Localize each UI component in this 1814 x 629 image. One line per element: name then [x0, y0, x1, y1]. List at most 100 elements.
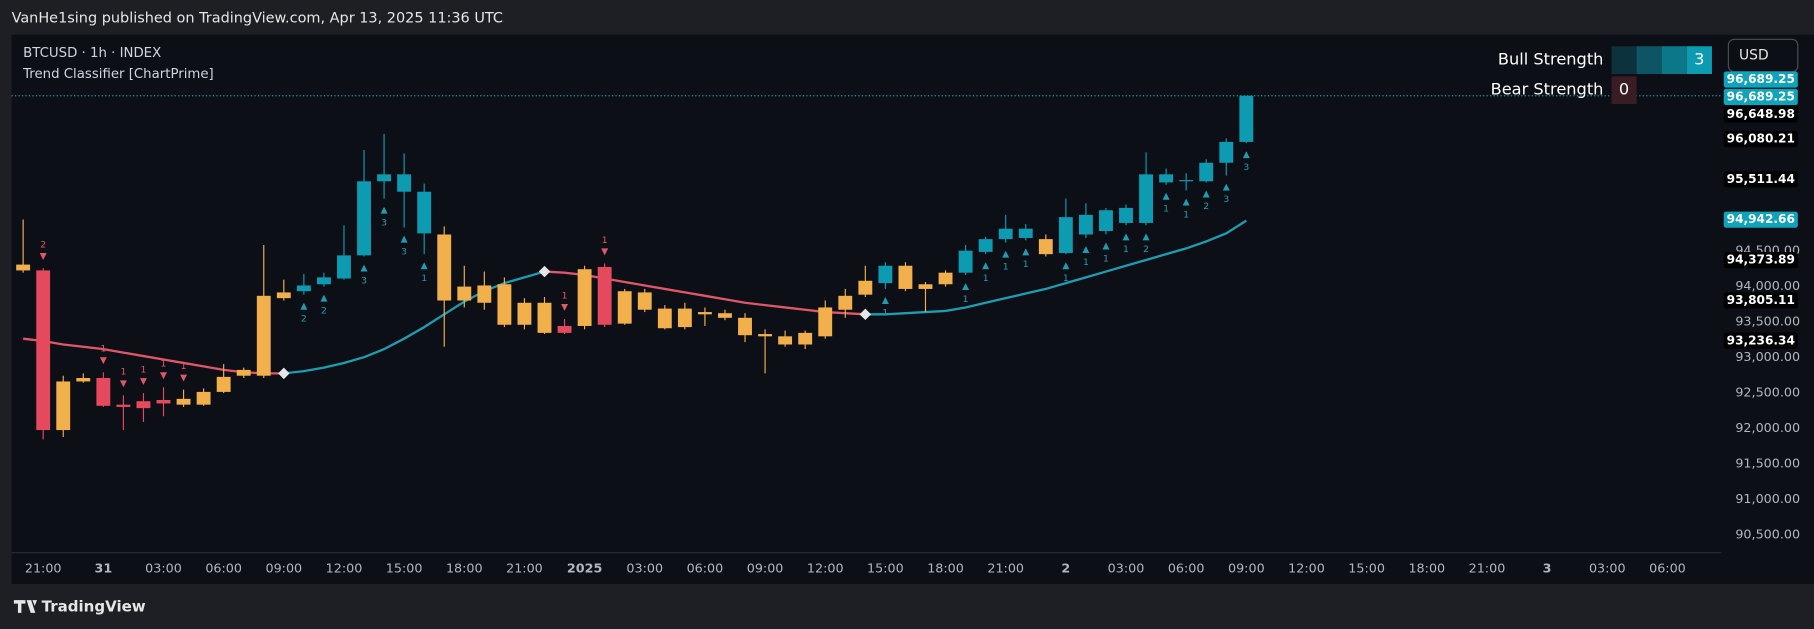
- candle-body: [256, 295, 271, 376]
- signal-count: 1: [120, 367, 126, 378]
- candle-body: [918, 284, 933, 289]
- chart-title: BTCUSD · 1h · INDEX: [23, 46, 161, 61]
- x-tick-label: 12:00: [1288, 560, 1325, 575]
- candle-body: [1159, 174, 1174, 183]
- candle-body: [316, 277, 331, 285]
- currency-label[interactable]: USD: [1739, 48, 1769, 64]
- x-tick-label: 18:00: [927, 560, 964, 575]
- indicator-name: Trend Classifier [ChartPrime]: [22, 67, 214, 82]
- candle-body: [738, 317, 752, 336]
- candle-body: [798, 332, 813, 345]
- price-tag: [1723, 88, 1798, 106]
- candle-body: [1038, 239, 1053, 255]
- candle-body: [657, 308, 672, 329]
- signal-count: 2: [40, 239, 46, 250]
- signal-arrow: [1202, 190, 1210, 198]
- signal-arrow: [962, 283, 970, 291]
- signal-arrow: [119, 380, 127, 388]
- candle-body: [497, 284, 512, 325]
- signal-arrow: [1222, 183, 1230, 191]
- signal-arrow: [99, 357, 107, 365]
- strength-value: 0: [1619, 80, 1629, 99]
- candle-body: [1179, 180, 1194, 182]
- candle-body: [417, 191, 432, 234]
- signal-count: 1: [983, 273, 989, 284]
- candle-body: [477, 285, 492, 303]
- x-tick-label: 21:00: [506, 560, 543, 575]
- price-tag-label: 95,511.44: [1727, 172, 1795, 186]
- signal-count: 1: [963, 294, 969, 305]
- candle-body: [818, 307, 833, 337]
- x-tick-label: 3: [1543, 560, 1552, 575]
- candle-body: [1119, 207, 1133, 223]
- price-tag: [1723, 130, 1798, 148]
- signal-arrow: [1002, 250, 1010, 258]
- candle-body: [236, 369, 251, 376]
- candle-body: [377, 174, 392, 182]
- signal-count: 2: [1203, 201, 1209, 212]
- signal-arrow: [1062, 262, 1070, 270]
- strength-cell: [1636, 46, 1662, 74]
- signal-arrow: [180, 374, 188, 382]
- price-tag-label: 93,236.34: [1727, 333, 1795, 347]
- price-tag: [1723, 71, 1798, 88]
- signal-arrow: [561, 303, 569, 311]
- candle-body: [1239, 95, 1254, 142]
- candle-body: [998, 228, 1013, 240]
- tradingview-logo: [13, 600, 38, 613]
- signal-count: 1: [1083, 257, 1089, 268]
- candle-body: [537, 302, 552, 333]
- strength-label: Bull Strength: [1498, 50, 1604, 69]
- price-axis: [1721, 34, 1814, 584]
- signal-arrow: [360, 264, 368, 272]
- candle-body: [898, 265, 913, 289]
- candle-body: [16, 264, 31, 271]
- signal-count: 1: [602, 235, 608, 246]
- candle-body: [758, 334, 773, 337]
- candle-body: [1199, 162, 1214, 182]
- signal-arrow: [420, 262, 428, 270]
- candle-body: [597, 266, 612, 325]
- signal-count: 3: [401, 246, 407, 257]
- signal-count: 1: [421, 273, 427, 284]
- candle-body: [517, 302, 532, 325]
- price-tag-label: 96,689.25: [1727, 89, 1795, 103]
- price-tag-label: 96,648.98: [1727, 107, 1795, 121]
- signal-count: 1: [1103, 253, 1109, 264]
- x-tick-label: 06:00: [687, 560, 724, 575]
- candle-body: [96, 377, 111, 406]
- signal-count: 2: [321, 305, 327, 316]
- signal-arrow: [881, 297, 889, 304]
- price-tag: [1723, 292, 1798, 309]
- price-tag: [1723, 211, 1798, 228]
- candle-body: [36, 270, 51, 431]
- candle-body: [838, 295, 853, 310]
- signal-arrow: [1182, 198, 1190, 206]
- price-tag-label: 93,805.11: [1727, 293, 1795, 307]
- strength-cell: [1686, 46, 1712, 74]
- y-tick-label: 93,000.00: [1735, 349, 1800, 364]
- signal-count: 2: [1143, 244, 1149, 255]
- candle-body: [397, 174, 412, 192]
- candle-body: [296, 285, 311, 292]
- x-tick-label: 09:00: [265, 560, 302, 575]
- signal-arrow: [39, 253, 47, 260]
- candle-body: [156, 399, 171, 404]
- candle-body: [938, 272, 953, 285]
- x-tick-label: 15:00: [867, 560, 904, 575]
- signal-arrow: [601, 248, 609, 256]
- signal-arrow: [139, 378, 147, 386]
- y-tick-label: 93,500.00: [1735, 314, 1800, 329]
- signal-arrow: [160, 372, 167, 380]
- signal-count: 1: [100, 344, 106, 355]
- x-tick-label: 09:00: [747, 560, 784, 575]
- candle-body: [958, 250, 973, 273]
- x-tick-label: 03:00: [145, 560, 182, 575]
- x-tick-label: 2: [1061, 560, 1070, 575]
- candle-body: [116, 404, 131, 407]
- x-tick-label: 21:00: [987, 560, 1024, 575]
- price-tag: [1723, 171, 1798, 188]
- x-tick-label: 06:00: [1168, 560, 1205, 575]
- footer-brand: TradingView: [42, 598, 146, 616]
